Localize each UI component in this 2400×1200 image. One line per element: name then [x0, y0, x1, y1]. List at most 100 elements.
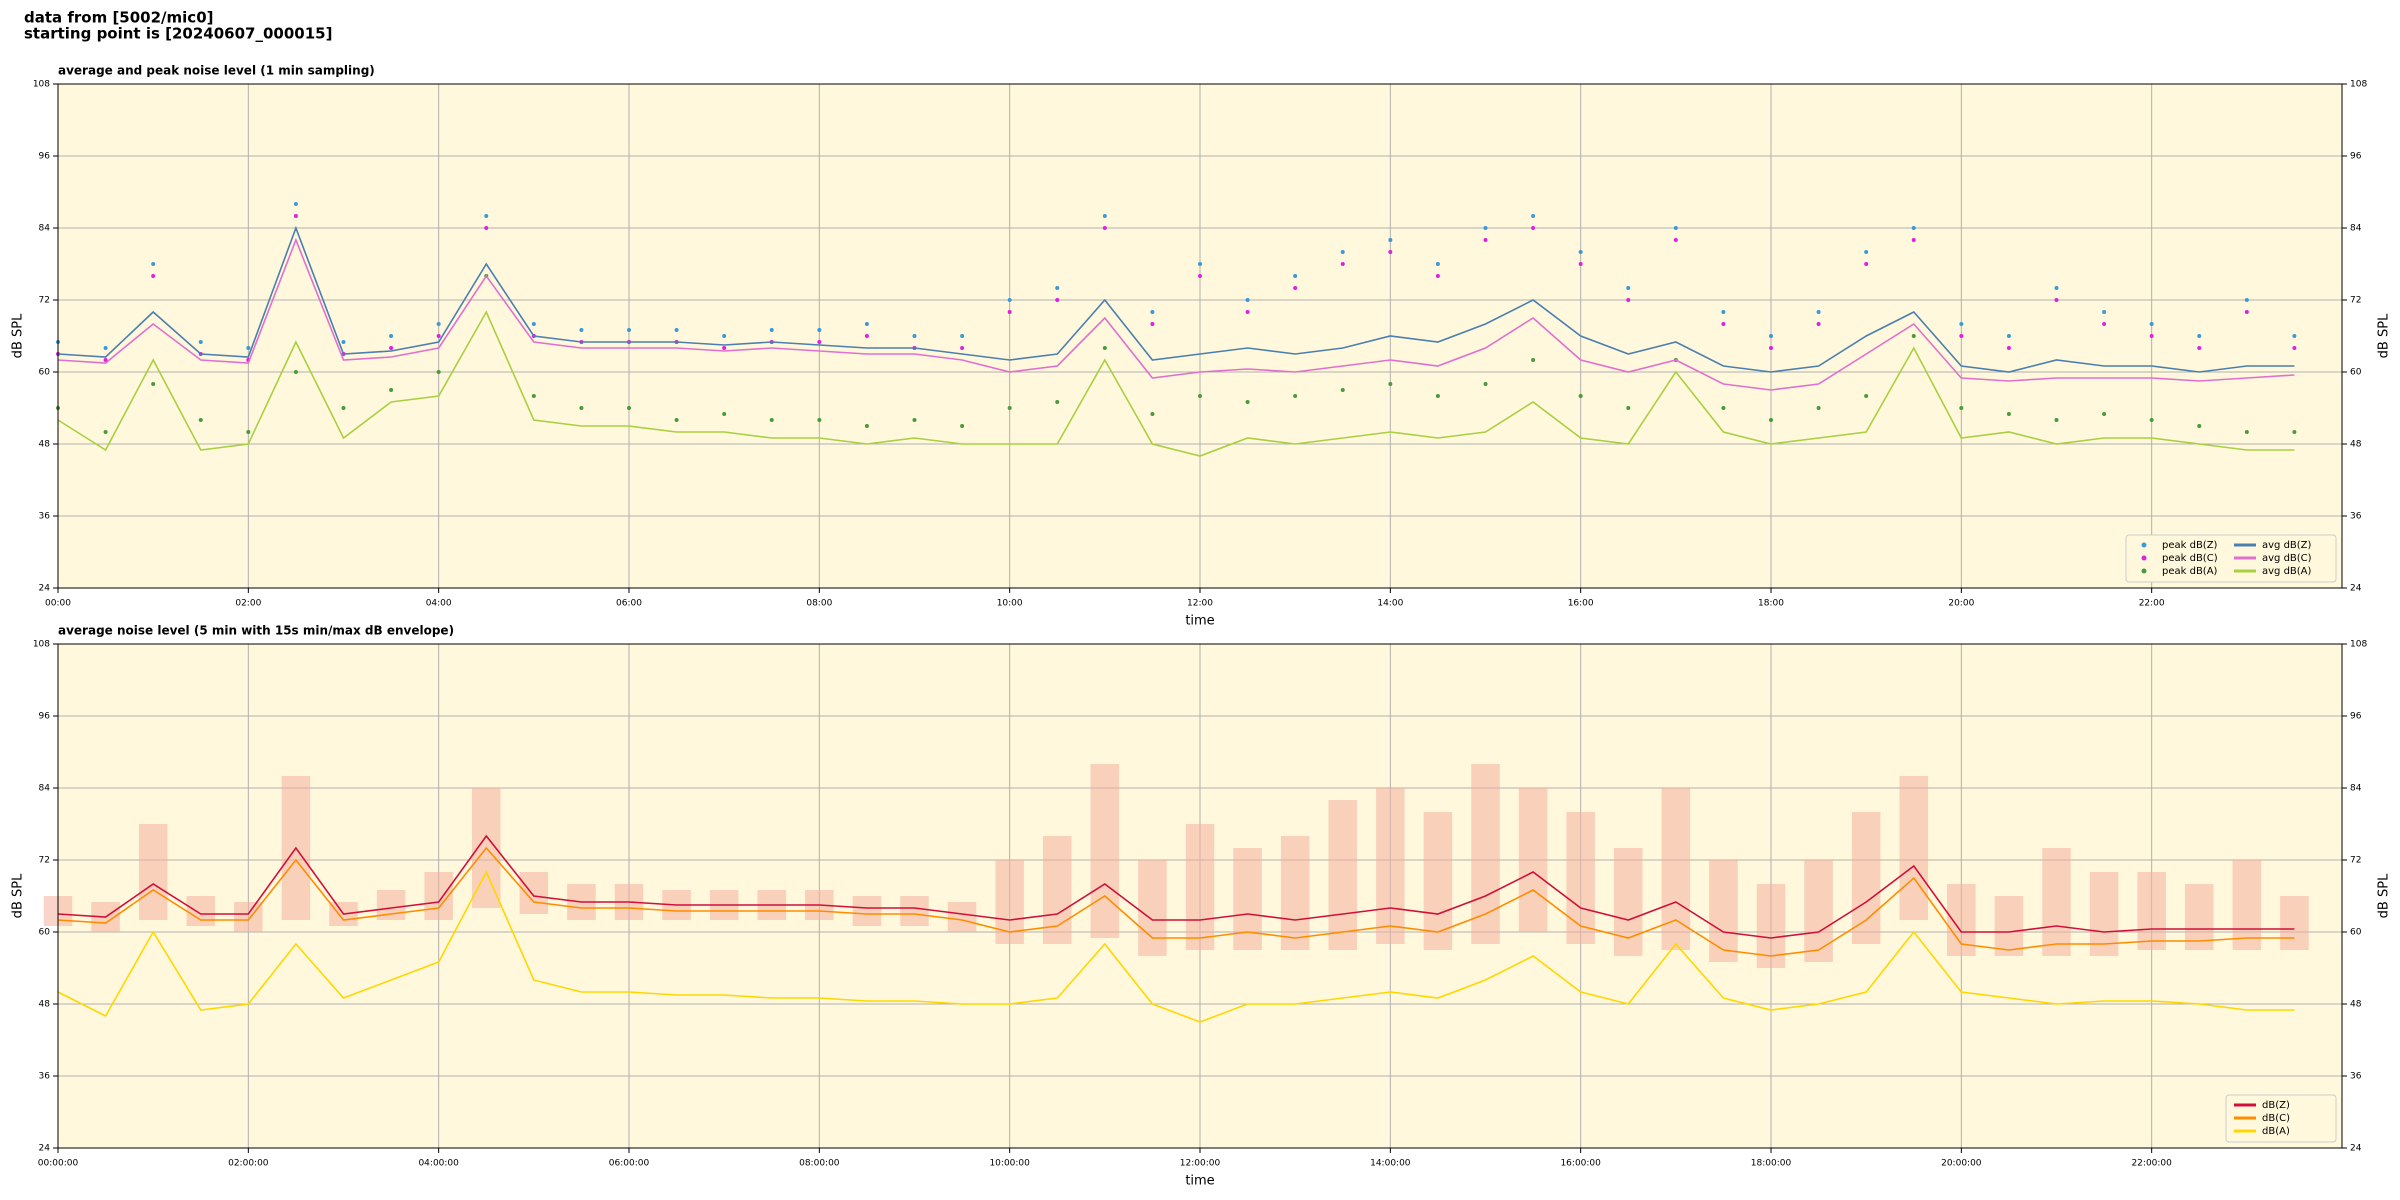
peak-point	[2054, 298, 2059, 302]
y-axis-label: dB SPL	[11, 873, 26, 918]
legend-label: avg dB(C)	[2262, 553, 2312, 564]
y-tick-label: 72	[39, 856, 50, 866]
y2-tick-label: 60	[2350, 368, 2362, 378]
peak-point	[1721, 322, 1726, 326]
peak-point	[1531, 226, 1536, 230]
peak-point	[2197, 346, 2202, 350]
x-tick-label: 18:00:00	[1751, 1159, 1792, 1169]
peak-point	[1388, 250, 1393, 254]
y-tick-label: 108	[33, 80, 50, 90]
peak-point	[817, 340, 822, 344]
peak-point	[912, 418, 917, 422]
x-tick-label: 12:00	[1187, 599, 1213, 609]
peak-point	[151, 262, 156, 266]
peak-point	[2292, 346, 2297, 350]
peak-point	[1340, 388, 1345, 392]
envelope-bar	[1566, 812, 1595, 944]
peak-point	[293, 214, 298, 218]
x-axis-label: time	[1185, 614, 1214, 629]
x-tick-label: 04:00	[426, 599, 452, 609]
x-tick-label: 06:00	[616, 599, 642, 609]
x-tick-label: 00:00	[45, 599, 71, 609]
peak-point	[1388, 238, 1393, 242]
envelope-bar	[1518, 788, 1548, 932]
legend-label: avg dB(A)	[2262, 566, 2312, 577]
y-tick-label: 60	[39, 368, 51, 378]
peak-point	[1721, 406, 1726, 410]
y2-tick-label: 84	[2350, 784, 2362, 794]
x-tick-label: 04:00:00	[418, 1159, 459, 1169]
peak-point	[436, 370, 441, 374]
envelope-bar	[1613, 848, 1643, 956]
peak-point	[1673, 226, 1678, 230]
y-tick-label: 96	[39, 152, 51, 162]
peak-point	[627, 328, 631, 332]
chart-title: average noise level (5 min with 15s min/…	[58, 624, 454, 638]
legend-marker	[2141, 568, 2147, 574]
x-tick-label: 08:00:00	[799, 1159, 840, 1169]
envelope-bar	[2280, 896, 2309, 950]
peak-point	[864, 322, 869, 326]
peak-point	[769, 328, 774, 332]
y2-tick-label: 108	[2350, 80, 2367, 90]
header-line: data from [5002/mic0]	[24, 9, 214, 27]
peak-point	[1293, 394, 1298, 398]
peak-point	[1959, 334, 1964, 338]
y-tick-label: 48	[39, 1000, 51, 1010]
peak-point	[1245, 310, 1250, 314]
peak-point	[1102, 214, 1107, 218]
peak-point	[817, 328, 822, 332]
peak-point	[2102, 322, 2107, 326]
peak-point	[1245, 400, 1250, 404]
peak-point	[2006, 346, 2011, 350]
header-line: starting point is [20240607_000015]	[24, 25, 332, 43]
x-tick-label: 00:00:00	[38, 1159, 79, 1169]
y2-tick-label: 72	[2350, 296, 2361, 306]
peak-point	[1340, 262, 1345, 266]
y2-tick-label: 96	[2350, 152, 2362, 162]
legend-label: peak dB(Z)	[2162, 540, 2218, 551]
y2-tick-label: 36	[2350, 512, 2362, 522]
peak-point	[531, 394, 536, 398]
peak-point	[912, 334, 917, 338]
x-tick-label: 20:00:00	[1941, 1159, 1982, 1169]
peak-point	[293, 370, 298, 374]
peak-point	[769, 418, 774, 422]
peak-point	[1150, 412, 1155, 416]
envelope-bar	[1851, 812, 1881, 944]
envelope-bar	[1185, 824, 1215, 950]
legend-marker	[2141, 542, 2147, 548]
envelope-bar	[1233, 848, 1262, 950]
peak-point	[1055, 298, 1060, 302]
peak-point	[389, 388, 394, 392]
peak-point	[1864, 394, 1869, 398]
y-tick-label: 84	[39, 784, 51, 794]
peak-point	[1626, 286, 1631, 290]
peak-point	[864, 424, 869, 428]
peak-point	[246, 430, 251, 434]
peak-point	[2292, 430, 2297, 434]
x-tick-label: 18:00	[1758, 599, 1784, 609]
peak-point	[484, 226, 489, 230]
y-tick-label: 24	[39, 1144, 51, 1154]
x-tick-label: 10:00	[997, 599, 1023, 609]
legend-label: dB(Z)	[2262, 1100, 2290, 1111]
peak-point	[1578, 394, 1583, 398]
envelope-bar	[1138, 860, 1167, 956]
peak-point	[960, 346, 965, 350]
peak-point	[389, 334, 394, 338]
y2-axis-label: dB SPL	[2377, 313, 2392, 358]
peak-point	[1531, 214, 1536, 218]
y2-tick-label: 48	[2350, 440, 2362, 450]
peak-point	[1816, 406, 1821, 410]
peak-point	[1483, 226, 1488, 230]
peak-point	[103, 346, 108, 350]
envelope-bar	[1376, 788, 1405, 944]
peak-point	[579, 328, 584, 332]
legend-label: peak dB(A)	[2162, 566, 2218, 577]
peak-point	[1578, 250, 1583, 254]
peak-point	[1293, 286, 1298, 290]
peak-point	[674, 418, 679, 422]
